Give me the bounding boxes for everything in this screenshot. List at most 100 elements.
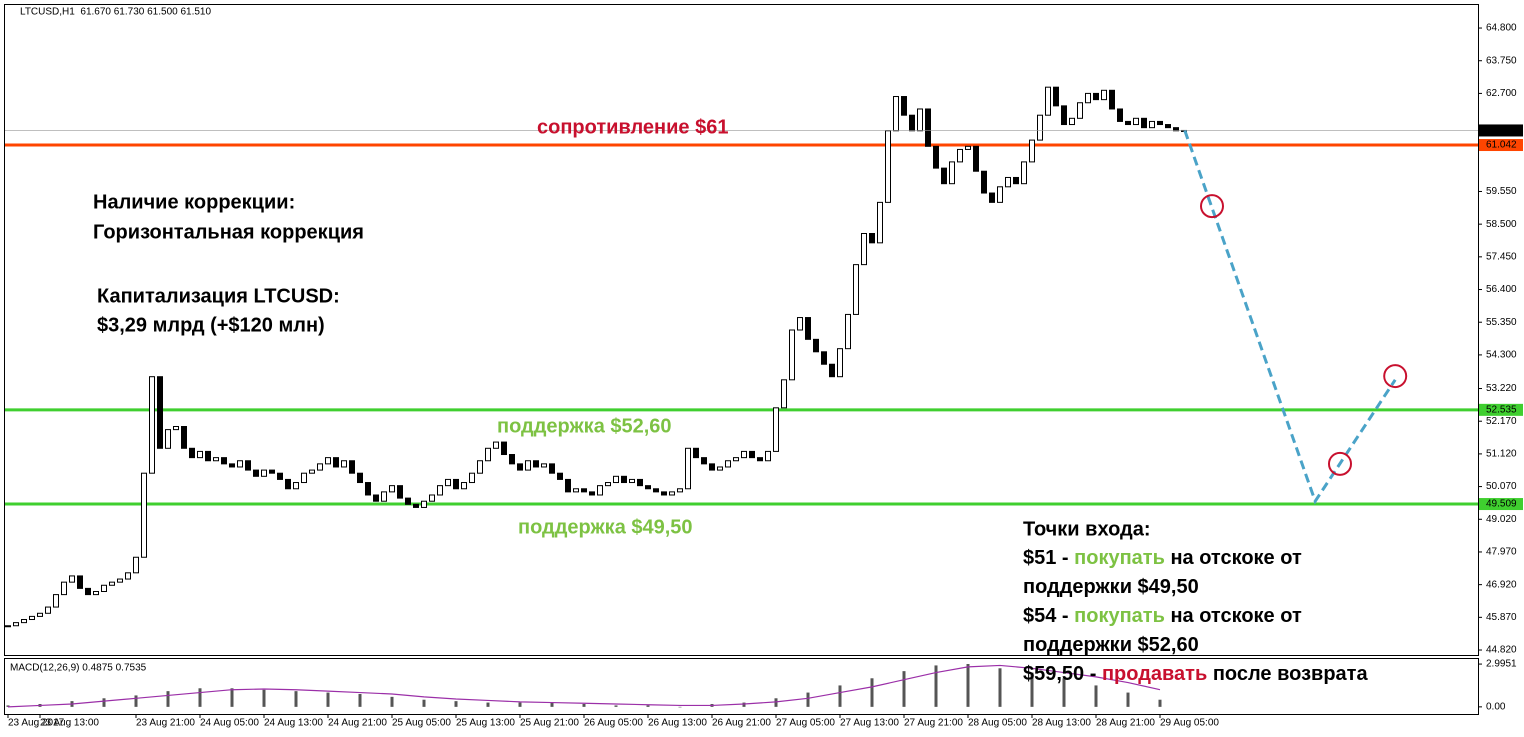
candle [333,457,339,468]
candle [365,482,371,496]
candle [821,351,827,365]
x-tick-label: 23 Aug 21:00 [136,718,195,729]
y-tick-label: 59.550 [1486,186,1517,197]
macd-label: MACD(12,26,9) 0.4875 0.7535 [10,663,147,674]
candle [357,472,363,484]
forecast-line [1183,129,1397,505]
macd-bar [966,664,970,707]
candle [765,450,771,462]
macd-bar [102,698,106,707]
level-tag [1479,403,1523,416]
macd-bar [902,671,906,707]
candle [453,478,459,490]
resistance-label: сопротивление $61 [537,116,728,138]
macd-bar [614,705,618,707]
plot: 64.800 63.750 62.700 59.550 58.500 57.450 56.4… [5,23,1523,729]
candle [1077,102,1083,119]
support-label: поддержка $49,50 [518,516,693,538]
candle [1013,176,1019,185]
y-tick-label: 45.870 [1486,612,1517,623]
candle [37,612,43,617]
candle [989,192,995,203]
capitalization-line: $3,29 млрд (+$120 млн) [97,314,325,336]
candle [165,429,171,449]
candle [733,457,739,462]
candle [869,232,875,244]
candle [917,108,923,132]
candle [605,482,611,487]
y-tick-label: 56.400 [1486,284,1517,295]
macd-bar [742,702,746,707]
candle [877,201,883,244]
candle [925,108,931,147]
candle [509,454,515,465]
macd-bar [1126,692,1130,707]
candle [573,488,579,493]
candle [1117,108,1123,122]
entry-line: $59,50 - продавать после возврата [1023,663,1368,685]
candle [85,587,91,596]
candle [685,447,691,490]
candle [117,578,123,583]
macd-bar [262,689,266,707]
candle [581,488,587,493]
candle [629,478,635,484]
y-tick-label: 47.970 [1486,547,1517,558]
candle [725,460,731,468]
macd-bar [422,699,426,707]
candle [101,584,107,592]
y-tick-label: 64.800 [1486,23,1517,34]
candle [93,590,99,596]
correction-line: Наличие коррекции: [93,191,295,213]
entry-text: $59,50 - [1023,663,1102,685]
candle [109,581,115,586]
candle [245,460,251,471]
candle [293,482,299,490]
candle [829,363,835,378]
x-tick-label: 28 Aug 05:00 [968,718,1027,729]
candle [621,475,627,484]
macd-bar [1158,699,1162,707]
candle [493,441,499,449]
entry-line: $51 - покупать на отскоке от [1023,547,1302,569]
candle [965,145,971,150]
level-label: 61.042 [1486,140,1517,151]
candle [893,96,899,132]
candle [469,472,475,484]
entry-mark [1383,364,1408,389]
macd-bar [486,702,490,707]
x-tick-label: 26 Aug 21:00 [712,718,771,729]
candle [461,482,467,490]
macd-bar [934,665,938,707]
macd-bar [358,694,362,707]
price-frame [4,4,1479,656]
y-tick-label: 51.120 [1486,449,1517,460]
x-tick-label: 28 Aug 21:00 [1096,718,1155,729]
candle [429,494,435,502]
candle [789,329,795,381]
candle [149,376,155,474]
candle [749,450,755,459]
candle [477,460,483,474]
x-tick-label: 29 Aug 05:00 [1160,718,1219,729]
candle [837,348,843,378]
x-tick-label: 26 Aug 05:00 [584,718,643,729]
candle [773,407,779,452]
candle [861,232,867,266]
candle [941,167,947,185]
macd-bar [6,705,10,707]
candle [173,426,179,431]
support-label: поддержка $52,60 [497,415,672,437]
candle [845,313,851,350]
y-tick-label: 50.070 [1486,481,1517,492]
candle [709,463,715,471]
candle [445,478,451,487]
macd-bar [134,695,138,707]
entry-mark [1200,194,1224,219]
entry-line: поддержки $52,60 [1023,634,1199,656]
macd-bar [678,706,682,708]
candle [853,264,859,315]
candle [797,317,803,331]
entry-line: $54 - покупать на отскоке от [1023,605,1302,627]
